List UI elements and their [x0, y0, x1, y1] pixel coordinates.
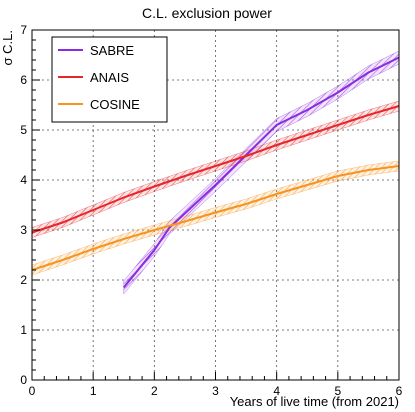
legend-item-cosine: COSINE: [58, 97, 140, 112]
x-tick-label: 1: [90, 384, 97, 398]
legend-label: ANAIS: [90, 70, 129, 85]
x-tick-label: 5: [334, 384, 341, 398]
chart-title: C.L. exclusion power: [142, 5, 272, 21]
legend-item-sabre: SABRE: [58, 43, 134, 58]
x-axis-title: Years of live time (from 2021): [230, 394, 399, 409]
series-line-sabre: [122, 56, 400, 289]
x-tick-label: 0: [29, 384, 36, 398]
x-tick-label: 2: [151, 384, 158, 398]
y-tick-label: 7: [20, 23, 27, 37]
y-tick-label: 3: [20, 223, 27, 237]
legend-item-anais: ANAIS: [58, 70, 129, 85]
legend-box: [51, 36, 168, 123]
series-line-cosine: [31, 165, 400, 271]
series-band-cosine: [31, 160, 400, 276]
legend-label: SABRE: [90, 43, 134, 58]
y-tick-label: 2: [20, 273, 27, 287]
series-line-anais: [31, 105, 400, 234]
x-tick-labels: 0 1 2 3 4 5 6: [29, 384, 403, 398]
y-axis-title: σ C.L.: [0, 30, 15, 65]
y-tick-label: 0: [20, 373, 27, 387]
y-tick-label: 1: [20, 323, 27, 337]
legend: SABRE ANAIS COSINE: [51, 36, 168, 123]
y-tick-label: 5: [20, 123, 27, 137]
y-tick-label: 6: [20, 73, 27, 87]
y-tick-label: 4: [20, 173, 27, 187]
grid: [32, 30, 399, 380]
x-tick-label: 3: [212, 384, 219, 398]
x-tick-label: 6: [396, 384, 403, 398]
y-tick-labels: 0 1 2 3 4 5 6 7: [20, 23, 27, 387]
series-lines: [31, 56, 400, 289]
axis-ticks: [31, 29, 400, 381]
x-tick-label: 4: [273, 384, 280, 398]
legend-label: COSINE: [90, 97, 140, 112]
